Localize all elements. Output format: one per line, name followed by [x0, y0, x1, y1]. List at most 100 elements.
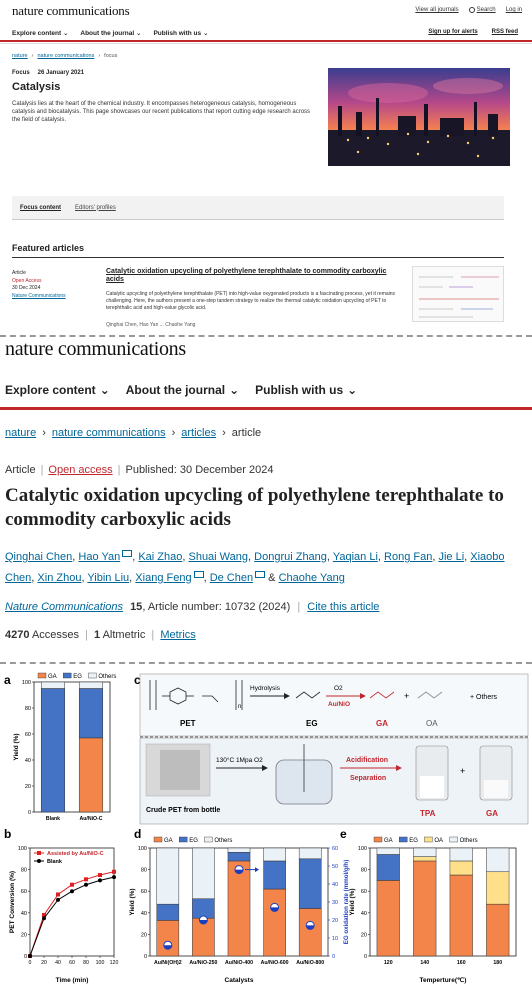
author-link[interactable]: Xiaobo Chen: [5, 551, 505, 584]
article-title: Catalytic oxidation upcycling of polyeth…: [5, 485, 504, 530]
breadcrumb-journal[interactable]: nature communications: [37, 53, 95, 59]
focus-line: Focus 26 January 2021: [12, 70, 84, 76]
search-label: Search: [476, 7, 496, 13]
ga-product-label: GA: [486, 809, 498, 818]
y-tick-label: 80: [141, 868, 147, 874]
author-link[interactable]: Jie Li: [438, 551, 465, 563]
cite-article-link[interactable]: Cite this article: [307, 601, 380, 613]
author-link[interactable]: Xiang Feng: [135, 572, 192, 584]
y2-tick-label: 30: [332, 900, 338, 906]
tab-editors-profiles[interactable]: Editors' profiles: [75, 204, 116, 211]
nav-explore-content[interactable]: Explore content ⌄: [12, 29, 68, 37]
signup-alerts-link[interactable]: Sign up for alerts: [428, 29, 478, 35]
author-link[interactable]: Dongrui Zhang: [254, 551, 327, 563]
y-axis-label: Yield (%): [129, 888, 136, 915]
bar-segment-ga: [376, 880, 400, 957]
x-tick-label: Au/NiO-250: [189, 960, 217, 966]
chevron-down-icon: ⌄: [229, 383, 240, 397]
open-access-link[interactable]: Open access: [48, 464, 113, 476]
header-red-rule: [0, 407, 532, 410]
legend-label: Others: [460, 838, 478, 844]
search-link[interactable]: Search: [468, 7, 496, 13]
x-axis-label: Time (min): [56, 977, 89, 984]
rss-feed-link[interactable]: RSS feed: [491, 29, 518, 35]
author-link[interactable]: Hao Yan: [78, 551, 121, 563]
bar-segment-others: [78, 681, 104, 689]
nav-publish[interactable]: Publish with us ⌄: [255, 383, 357, 397]
pet-label: PET: [180, 719, 196, 728]
nav-publish[interactable]: Publish with us ⌄: [153, 29, 208, 37]
chevron-right-icon: ›: [171, 427, 176, 439]
email-icon[interactable]: [122, 550, 133, 557]
author-link[interactable]: Kai Zhao: [138, 551, 183, 563]
nav-about-journal[interactable]: About the journal ⌄: [126, 383, 239, 397]
legend-swatch: [88, 672, 97, 679]
breadcrumb-nature[interactable]: nature: [5, 427, 37, 439]
y-tick-label: 80: [361, 868, 367, 874]
article-thumbnail[interactable]: [412, 266, 504, 322]
login-link[interactable]: Log in: [505, 7, 522, 13]
series-point: [84, 882, 88, 887]
breadcrumb-articles[interactable]: articles: [181, 427, 217, 439]
refinery-image: [328, 68, 510, 166]
tab-focus-content[interactable]: Focus content: [20, 204, 62, 211]
bar-segment-eg: [40, 688, 66, 813]
chevron-down-icon: ⌄: [136, 30, 142, 37]
legend-swatch: [153, 836, 163, 843]
nav-explore-content[interactable]: Explore content ⌄: [5, 383, 110, 397]
y-tick-label: 0: [28, 810, 31, 816]
site-logo[interactable]: nature communications: [12, 3, 130, 18]
y-tick-label: 60: [25, 732, 31, 738]
author-separator: ,: [129, 572, 136, 584]
author-separator: ,: [326, 551, 333, 563]
author-link[interactable]: De Chen: [209, 572, 254, 584]
metrics-line: 4270 Accesses | 1 Altmetric | Metrics: [5, 629, 196, 641]
breadcrumb-nature[interactable]: nature: [12, 53, 28, 59]
series-point: [98, 878, 102, 883]
bar-segment-others: [376, 847, 400, 855]
author-link[interactable]: Qinghai Chen: [5, 551, 73, 563]
chart-b: 0 20 40 60 80 100 PET Conversion (%) Time (min)…: [9, 846, 118, 984]
author-link[interactable]: Rong Fan: [384, 551, 433, 563]
series-point: [84, 877, 88, 882]
author-link[interactable]: Yaqian Li: [332, 551, 378, 563]
metrics-link[interactable]: Metrics: [160, 629, 196, 641]
main-nav: Explore content ⌄ About the journal ⌄ Pu…: [12, 29, 208, 37]
chevron-right-icon: ›: [98, 53, 101, 59]
x-tick-label: 120: [384, 960, 393, 966]
x-tick-label: 80: [83, 960, 89, 966]
author-link[interactable]: Shuai Wang: [188, 551, 249, 563]
y-tick-label: 80: [25, 706, 31, 712]
separation-label: Separation: [350, 775, 386, 782]
panel-label-a: a: [4, 673, 11, 687]
tpa-label: TPA: [420, 809, 436, 818]
breadcrumb-journal[interactable]: nature communications: [51, 427, 166, 439]
x-tick-label: Au/Ni(OH)2: [154, 960, 182, 966]
catalyst-label: Au/NiO: [328, 701, 350, 708]
author-link[interactable]: Chaohe Yang: [278, 572, 345, 584]
view-all-journals-link[interactable]: View all journals: [415, 7, 459, 13]
bar-segment-eg: [192, 898, 215, 919]
bar-segment-eg: [78, 688, 104, 739]
featured-heading: Featured articles: [12, 243, 85, 253]
email-icon[interactable]: [255, 571, 266, 578]
nav-about-journal[interactable]: About the journal ⌄: [80, 29, 141, 37]
article-title-link[interactable]: Catalytic oxidation upcycling of polyeth…: [106, 268, 387, 283]
author-link[interactable]: Xin Zhou: [37, 572, 82, 584]
x-tick-label: 0: [29, 960, 32, 966]
top-links: View all journals Search Log in: [415, 7, 522, 13]
site-logo[interactable]: nature communications: [5, 338, 186, 360]
legend-label: Others: [214, 838, 232, 844]
journal-link[interactable]: Nature Communications: [12, 292, 66, 299]
author-link[interactable]: Yibin Liu: [87, 572, 130, 584]
email-icon[interactable]: [193, 571, 204, 578]
journal-name-link[interactable]: Nature Communications: [5, 601, 123, 613]
y-tick-label: 40: [21, 911, 27, 917]
y2-tick-label: 40: [332, 882, 338, 888]
x-tick-label: 180: [493, 960, 502, 966]
author-separator: ,: [31, 572, 38, 584]
author-list: Qinghai Chen, Hao Yan, Kai Zhao, Shuai W…: [5, 547, 527, 589]
x-tick-label: Au/NiO-400: [225, 960, 253, 966]
series-point: [56, 897, 60, 902]
